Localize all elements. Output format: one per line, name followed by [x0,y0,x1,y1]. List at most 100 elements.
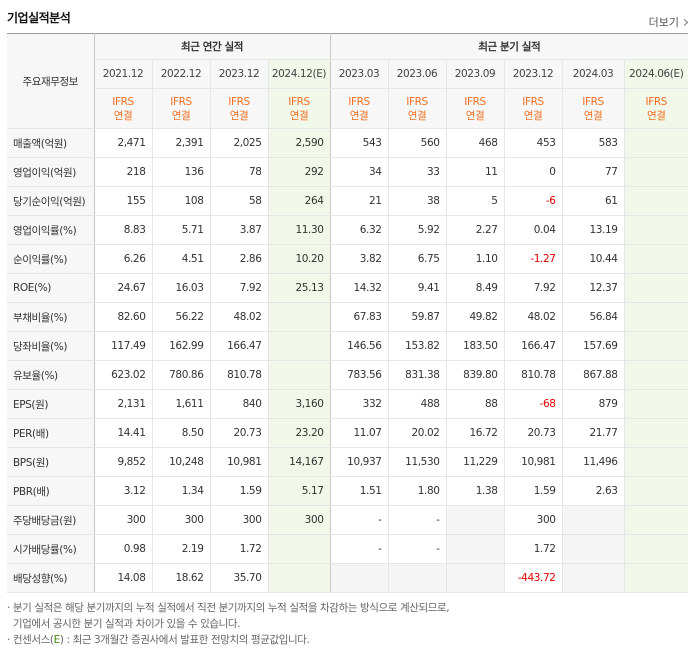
value-cell: 3.87 [209,215,268,245]
row-label: BPS(원) [7,447,95,477]
value-cell: 8.49 [445,273,505,303]
value-cell: 3.12 [93,476,152,506]
period-header: 2024.12(E) [267,59,331,89]
value-cell: 488 [387,389,447,419]
value-cell: 879 [561,389,625,419]
section-title: 기업실적분석 [7,11,71,25]
value-cell: 300 [503,505,563,535]
value-cell: 18.62 [151,563,210,593]
value-cell: 20.73 [209,418,268,448]
value-cell: 34 [329,157,389,187]
value-cell: -68 [503,389,563,419]
value-cell: 10.20 [267,244,331,274]
value-cell: 20.02 [387,418,447,448]
row-label: EPS(원) [7,389,95,419]
value-cell: 49.82 [445,302,505,332]
value-cell: 2,131 [93,389,152,419]
value-cell: 218 [93,157,152,187]
value-cell: 292 [267,157,331,187]
more-link-label: 더보기 [648,16,679,29]
table-row: 유보율(%) 623.02 780.86 810.78 783.56 831.38 839.… [7,360,689,390]
value-cell [445,505,505,535]
table-row: 배당성향(%) 14.08 18.62 35.70 -443.72 [7,563,689,593]
row-label: 순이익률(%) [7,244,95,274]
value-cell: 59.87 [387,302,447,332]
value-cell: -1.27 [503,244,563,274]
chevron-right-icon [680,18,689,27]
value-cell: 20.73 [503,418,563,448]
value-cell: 8.83 [93,215,152,245]
value-cell: 21.77 [561,418,625,448]
value-cell: 14.41 [93,418,152,448]
more-link[interactable]: 더보기 [648,14,689,30]
value-cell: 58 [209,186,268,216]
value-cell: 67.83 [329,302,389,332]
value-cell [561,563,625,593]
value-cell: 840 [209,389,268,419]
table-row: 당기순이익(억원) 155 108 58 264 21 38 5 -6 61 [7,186,689,216]
value-cell [623,128,689,158]
table-row: PER(배) 14.41 8.50 20.73 23.20 11.07 20.02 16.72… [7,418,689,448]
value-cell: 5.71 [151,215,210,245]
value-cell: 1.59 [503,476,563,506]
value-cell: 136 [151,157,210,187]
value-cell: 0.04 [503,215,563,245]
value-cell: 780.86 [151,360,210,390]
value-cell: 14.32 [329,273,389,303]
value-cell [561,505,625,535]
value-cell: 867.88 [561,360,625,390]
value-cell: 14,167 [267,447,331,477]
value-cell: 6.32 [329,215,389,245]
value-cell: 13.19 [561,215,625,245]
value-cell: 1.38 [445,476,505,506]
ifrs-basis-label: IFRS 연결 [151,88,210,129]
value-cell: 2,391 [151,128,210,158]
period-header: 2023.09 [445,59,505,89]
value-cell: 810.78 [503,360,563,390]
row-label: 주당배당금(원) [7,505,95,535]
value-cell: 14.08 [93,563,152,593]
value-cell: 5.92 [387,215,447,245]
table-row: PBR(배) 3.12 1.34 1.59 5.17 1.51 1.80 1.38 1.59 2.… [7,476,689,506]
value-cell: 1.72 [209,534,268,564]
period-header: 2023.06 [387,59,447,89]
value-cell: 1.59 [209,476,268,506]
value-cell: 48.02 [503,302,563,332]
value-cell: - [329,534,389,564]
value-cell: 0.98 [93,534,152,564]
value-cell: 23.20 [267,418,331,448]
value-cell: 5 [445,186,505,216]
value-cell: - [329,505,389,535]
value-cell: 1,611 [151,389,210,419]
ifrs-basis-label: IFRS 연결 [623,88,689,129]
value-cell: 300 [267,505,331,535]
value-cell: 3.82 [329,244,389,274]
row-label: 유보율(%) [7,360,95,390]
period-header: 2023.03 [329,59,389,89]
table-row: 영업이익(억원) 218 136 78 292 34 33 11 0 77 [7,157,689,187]
value-cell: 11.07 [329,418,389,448]
value-cell [623,447,689,477]
value-cell: 264 [267,186,331,216]
value-cell [267,563,331,593]
value-cell [267,302,331,332]
value-cell: -443.72 [503,563,563,593]
table-row: EPS(원) 2,131 1,611 840 3,160 332 488 88 -68 879 [7,389,689,419]
value-cell [267,331,331,361]
value-cell [561,534,625,564]
row-label: 당기순이익(억원) [7,186,95,216]
value-cell: 6.75 [387,244,447,274]
row-label: 영업이익(억원) [7,157,95,187]
value-cell [445,534,505,564]
value-cell: 11.30 [267,215,331,245]
period-header: 2024.03 [561,59,625,89]
table-row: 순이익률(%) 6.26 4.51 2.86 10.20 3.82 6.75 1.10 -1.2… [7,244,689,274]
value-cell: 831.38 [387,360,447,390]
period-header: 2024.06(E) [623,59,689,89]
value-cell: 10,937 [329,447,389,477]
value-cell: 10,981 [209,447,268,477]
value-cell: 21 [329,186,389,216]
ifrs-basis-label: IFRS 연결 [267,88,331,129]
value-cell: 117.49 [93,331,152,361]
value-cell: 8.50 [151,418,210,448]
